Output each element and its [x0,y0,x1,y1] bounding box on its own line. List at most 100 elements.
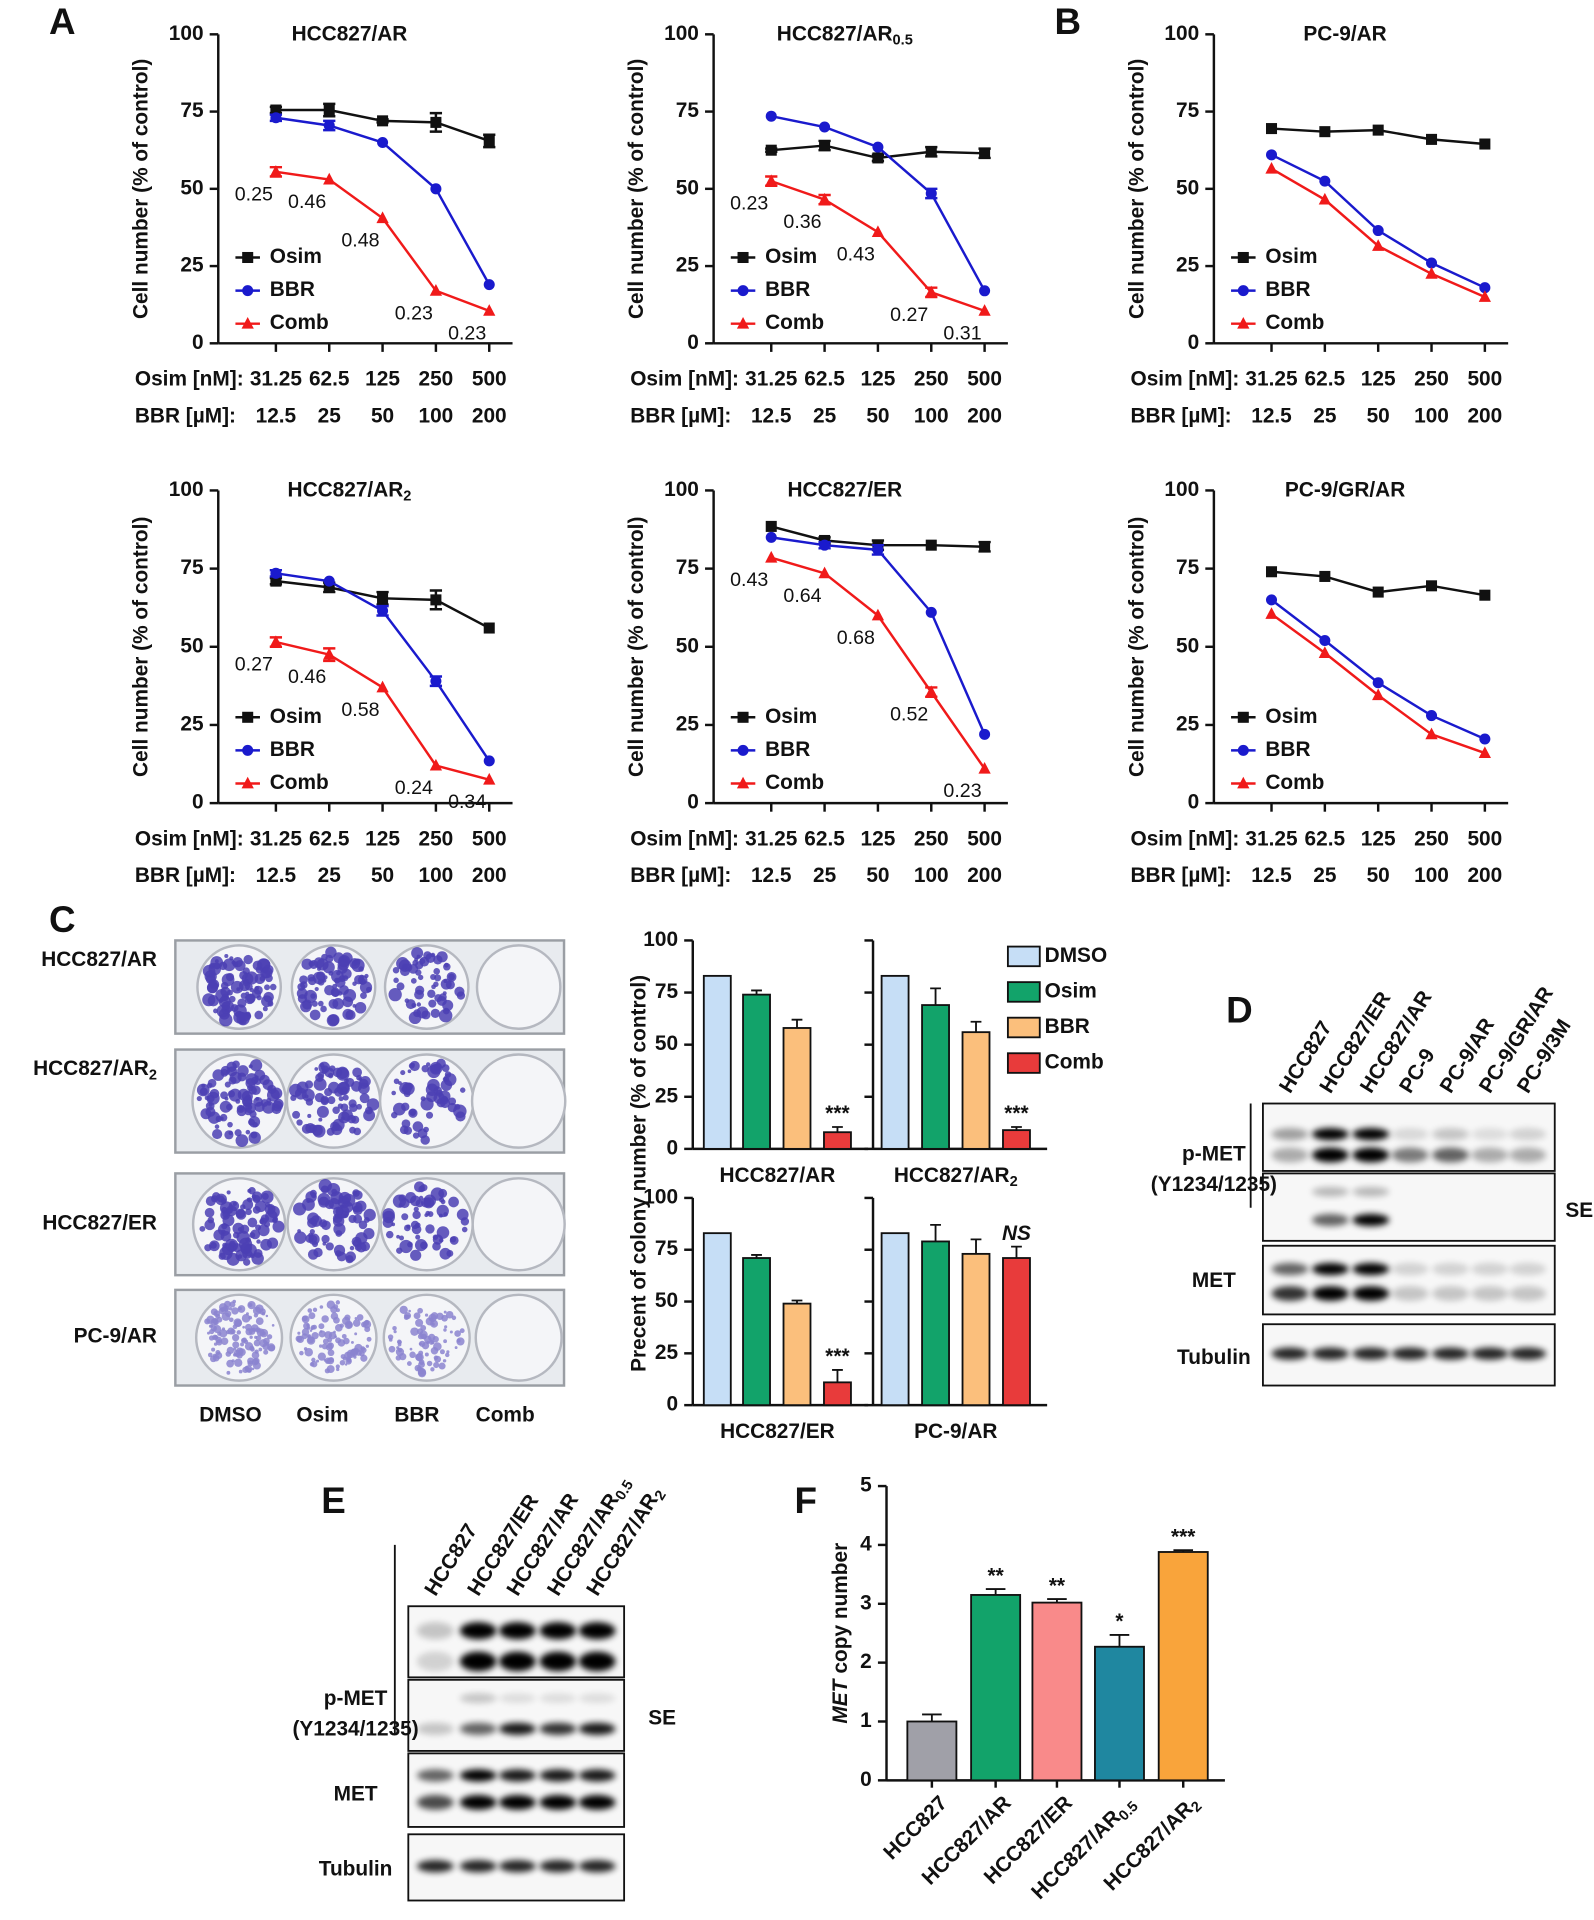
annotation: *** [1004,1102,1029,1125]
y-tick-label: 100 [169,22,204,45]
colony [342,1193,356,1207]
blot-label: Tubulin [1177,1346,1251,1369]
error-bar [922,1713,942,1722]
x-axis-label-main: HCC827/AR [894,1163,1010,1186]
y-tick-label: 100 [643,1185,678,1208]
colony [399,1235,404,1241]
blot-band [578,1795,616,1810]
colony [312,1307,318,1312]
data-point [925,285,938,298]
colony [316,1105,329,1118]
colony [427,1211,434,1217]
data-point [925,685,938,698]
colony [196,1095,202,1102]
colony [335,1364,340,1369]
colony [318,1323,325,1330]
colony [326,1014,339,1027]
colony [454,1346,458,1350]
colony [219,1013,233,1027]
x-tick-label-2: 50 [371,404,394,427]
colony-plate [174,1172,566,1277]
bar [1002,1257,1031,1407]
legend-marker [242,251,254,264]
colony [317,1000,324,1007]
x-tick-label: 62.5 [804,827,845,850]
blot-band [1432,1286,1469,1301]
x-tick-label: HCC827/AR2 [1099,1791,1205,1897]
annotation: 0.46 [288,666,326,688]
legend-label: Osim [1265,245,1317,268]
colony [396,1339,402,1345]
colony [415,1199,424,1208]
data-point [871,225,885,237]
colony [396,1234,400,1239]
bar [702,974,732,1150]
colony [263,1349,269,1355]
colony [433,968,441,975]
colony [328,998,339,1009]
colony [411,1224,422,1235]
data-point [483,622,495,634]
legend-label: BBR [765,738,810,761]
plate-well [470,1053,567,1149]
x-tick-label-2: 200 [472,864,507,887]
colony [207,1331,210,1335]
colony [247,1360,254,1367]
colony [254,1200,267,1213]
colony [415,969,422,976]
data-point [1265,149,1278,161]
y-tick-label: 75 [655,980,678,1003]
data-point [377,605,389,617]
colony [244,971,259,985]
x-tick-label-2: 25 [1313,404,1336,427]
x-tick-label: 31.25 [1245,827,1297,850]
colony [417,1369,427,1378]
x-tick-label-2: 200 [1467,404,1502,427]
colony [242,1325,245,1329]
colony [322,1241,327,1246]
bar [1031,1601,1083,1782]
x-axis-label: HCC827/AR2 [894,1163,1018,1189]
colony [292,1110,301,1119]
colony [350,1348,358,1356]
colony [415,961,424,970]
colony [321,1315,329,1323]
legend-marker [241,776,254,789]
colony [409,1351,416,1359]
x-tick-label-2: 12.5 [1251,864,1292,887]
colony [234,1129,242,1137]
bar [880,974,910,1150]
x-tick-label: 125 [1361,368,1396,391]
colony [442,1077,448,1082]
colony [220,1069,229,1077]
colony [340,1204,344,1209]
colony [443,1328,447,1332]
data-point [872,544,884,556]
colony [445,1352,450,1358]
colony [425,1111,434,1119]
colony [415,1234,421,1240]
colony [260,1238,273,1251]
legend-label: Comb [765,311,824,334]
colony [241,1337,247,1343]
colony [258,1347,263,1352]
bar [702,1232,732,1407]
colony [206,982,218,994]
colony [449,1330,453,1334]
colony [214,1124,220,1129]
y-tick-label: 50 [1176,176,1199,199]
x-tick-label-2: 100 [1414,864,1449,887]
colony [235,1209,247,1220]
colony [305,1098,314,1106]
colony [352,1319,361,1327]
y-tick-label: 3 [860,1591,872,1614]
plate-well [471,1177,566,1272]
blot-band [499,1693,536,1704]
legend-label: DMSO [1045,944,1108,967]
blot-band [1391,1347,1429,1360]
data-point [819,121,831,133]
colony [392,1194,407,1208]
colony [406,1361,412,1366]
blot-label: Tubulin [319,1857,393,1880]
annotation: 0.52 [890,704,928,726]
